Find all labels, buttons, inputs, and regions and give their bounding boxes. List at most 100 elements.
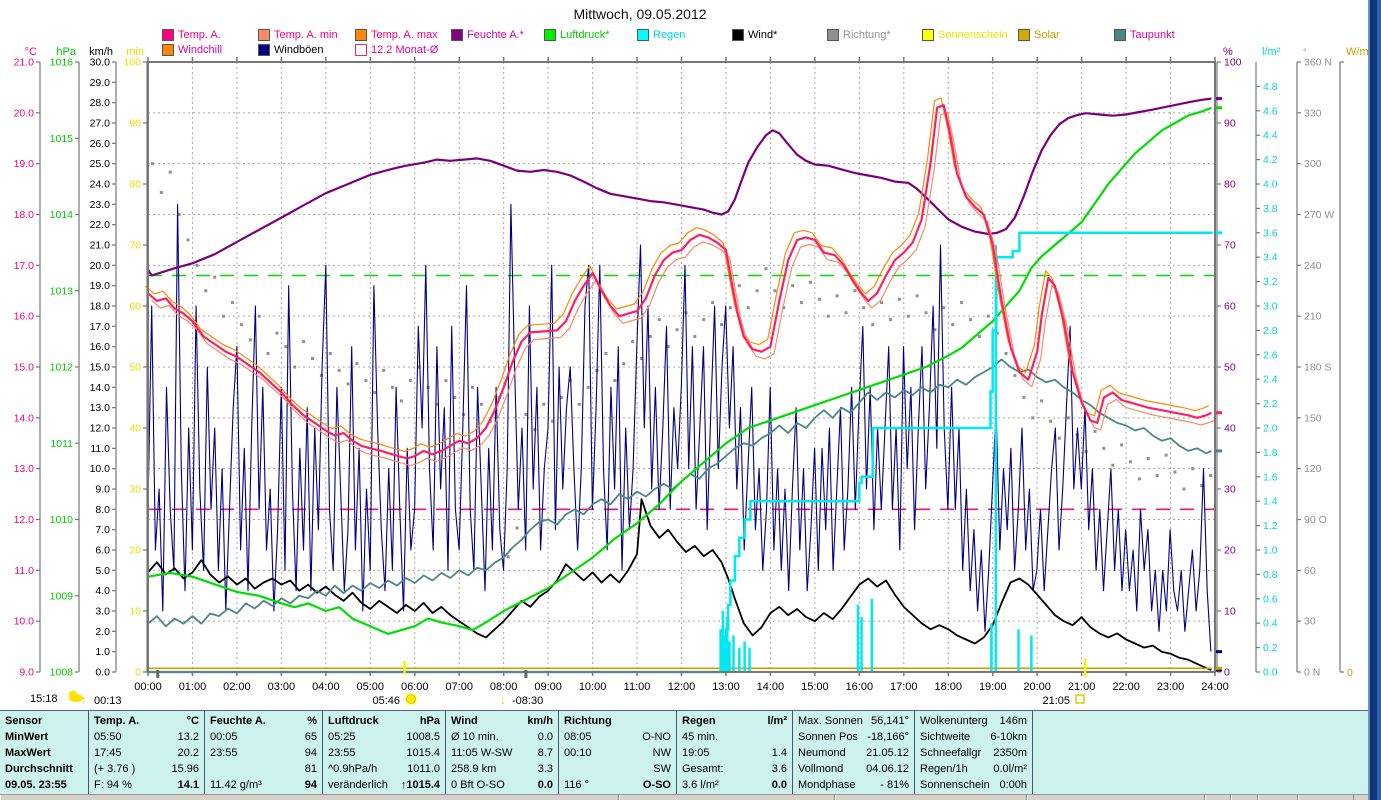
cell-label: Luftdruck <box>328 715 379 727</box>
legend-item-richtung-[interactable]: Richtung* <box>827 29 891 41</box>
cell-value: 0.0l/m² <box>993 763 1027 775</box>
stats-column-1: Feuchte A.% 00:05 65 23:55 94 81 11.42 g/m³ 94 <box>204 711 322 795</box>
cell-value: 21.05.12 <box>866 747 909 759</box>
sunrise-marker: 05:46 <box>372 661 418 707</box>
svg-text:20:00: 20:00 <box>1023 681 1051 693</box>
cell-label: Sonnen Pos <box>798 731 858 743</box>
svg-text:2.0: 2.0 <box>95 626 110 638</box>
svg-text:23.0: 23.0 <box>90 199 111 211</box>
cell-label: ^0.9hPa/h <box>328 763 378 775</box>
svg-text:2.4: 2.4 <box>1263 374 1278 386</box>
legend-item-label: Richtung* <box>843 29 891 41</box>
legend-item-solar[interactable]: Solar <box>1018 29 1060 41</box>
svg-text:6.0: 6.0 <box>95 545 110 557</box>
moonset-marker: ↓ -08:30 <box>500 670 543 707</box>
cell-label: 00:10 <box>564 747 592 759</box>
cell-label: veränderlich <box>328 779 388 791</box>
series-luftdruck <box>147 106 1212 636</box>
stats-cell: Sonnen Pos -18,166° <box>793 729 914 745</box>
stats-cell: Mondphase - 81% <box>793 777 914 793</box>
svg-text:1.2: 1.2 <box>1263 520 1278 532</box>
legend-item-label: Solar <box>1034 29 1060 41</box>
cell-value: l/m² <box>767 715 787 727</box>
status-panel-6 <box>1258 795 1298 800</box>
cell-label: 116 ° <box>564 779 589 791</box>
svg-text:04:00: 04:00 <box>312 681 340 693</box>
legend-item-temp-a-min[interactable]: Temp. A. min <box>258 29 338 41</box>
cell-value: 0:00h <box>999 779 1027 791</box>
svg-text:00:00: 00:00 <box>134 681 162 693</box>
cell-label: Vollmond <box>798 763 844 775</box>
svg-text:40: 40 <box>1224 423 1236 435</box>
svg-text:1.6: 1.6 <box>1263 471 1278 483</box>
svg-text:5.0: 5.0 <box>95 565 110 577</box>
cell-value: NW <box>652 747 671 759</box>
svg-text:17.0: 17.0 <box>14 260 35 272</box>
svg-text:8.0: 8.0 <box>95 504 110 516</box>
stats-cell: Schneefallgr 2350m <box>915 745 1032 761</box>
svg-text:0.2: 0.2 <box>1263 642 1278 654</box>
status-panel-7 <box>1298 795 1354 800</box>
stats-header: Richtung <box>559 713 676 729</box>
legend-item-temp-a-max[interactable]: Temp. A. max <box>355 29 438 41</box>
svg-text:14.0: 14.0 <box>90 382 111 394</box>
svg-text:270 W: 270 W <box>1304 209 1334 221</box>
stats-row-label: MaxWert <box>5 747 51 759</box>
cell-value: 0.0 <box>771 779 787 791</box>
legend-item-temp-a-[interactable]: Temp. A. <box>162 29 221 41</box>
cell-label: 0 Bft O-SO <box>451 779 505 791</box>
svg-text:10: 10 <box>1224 606 1236 618</box>
cell-value: 04.06.12 <box>866 763 909 775</box>
axis-lm2: l/m² 0.0 0.2 0.4 0.6 0.8 1.0 1.2 1.4 1.6 1.8 2.0 2.2… <box>1255 46 1281 679</box>
legend-item-sonnenschein[interactable]: Sonnenschein <box>922 29 1008 41</box>
svg-text:05:46: 05:46 <box>372 695 400 707</box>
stats-cell: Sonnenschein 0:00h <box>915 777 1032 793</box>
stats-cell: 00:10 NW <box>559 745 676 761</box>
cell-value: 1.4 <box>771 747 787 759</box>
svg-text:19.0: 19.0 <box>14 158 35 170</box>
stats-cell: Gesamt: 3.6 <box>677 761 792 777</box>
cell-value: SW <box>653 763 671 775</box>
legend-item-12-2-monat-[interactable]: 12.2 Monat-Ø <box>355 44 438 56</box>
cell-label: 23:55 <box>328 747 356 759</box>
legend-item-regen[interactable]: Regen <box>637 29 685 41</box>
svg-text:210: 210 <box>1304 311 1322 323</box>
svg-text:15.0: 15.0 <box>90 362 111 374</box>
series-wind <box>147 498 1212 671</box>
legend-item-wind-[interactable]: Wind* <box>732 29 777 41</box>
svg-text:0.8: 0.8 <box>1263 569 1278 581</box>
stats-cell: 45 min. <box>677 729 792 745</box>
legend-item-windchill[interactable]: Windchill <box>162 44 222 56</box>
svg-text:4.6: 4.6 <box>1263 105 1278 117</box>
legend-item-feuchte-a-[interactable]: Feuchte A.* <box>451 29 524 41</box>
stats-header: Feuchte A.% <box>205 713 322 729</box>
cell-label: 05:25 <box>328 731 356 743</box>
stats-row-labels: Sensor MinWert MaxWert Durchschnitt 09.05. 2… <box>0 711 88 795</box>
svg-text:14:00: 14:00 <box>757 681 785 693</box>
legend-color-box <box>258 44 270 56</box>
svg-text:3.4: 3.4 <box>1263 252 1278 264</box>
stats-column-0: Temp. A. °C 05:50 13.2 17:45 20.2 (+ 3.76 ) 15.… <box>88 711 204 795</box>
legend-color-box <box>355 29 367 41</box>
axis-wm2: W/m² 0 <box>1339 46 1373 679</box>
status-panel-5 <box>1231 795 1258 800</box>
svg-text:90: 90 <box>129 118 141 130</box>
cell-value: O-NO <box>642 731 671 743</box>
cell-label: 19:05 <box>682 747 710 759</box>
legend-item-taupunkt[interactable]: Taupunkt <box>1114 29 1175 41</box>
legend-item-luftdruck-[interactable]: Luftdruck* <box>544 29 610 41</box>
svg-text:4.4: 4.4 <box>1263 130 1278 142</box>
svg-text:01:00: 01:00 <box>179 681 207 693</box>
cell-label: (+ 3.76 ) <box>94 763 136 775</box>
legend-item-label: Windchill <box>178 44 223 56</box>
svg-text:21:00: 21:00 <box>1068 681 1096 693</box>
svg-text:12.0: 12.0 <box>90 423 111 435</box>
svg-text:02:00: 02:00 <box>223 681 251 693</box>
svg-text:80: 80 <box>129 179 141 191</box>
cell-value: 13.2 <box>177 731 199 743</box>
legend-color-box <box>732 29 744 41</box>
legend-item-windb-en[interactable]: Windböen <box>258 44 324 56</box>
svg-text:90 O: 90 O <box>1304 514 1327 526</box>
series-taupunkt <box>147 358 1212 628</box>
status-panel-0 <box>0 795 619 800</box>
